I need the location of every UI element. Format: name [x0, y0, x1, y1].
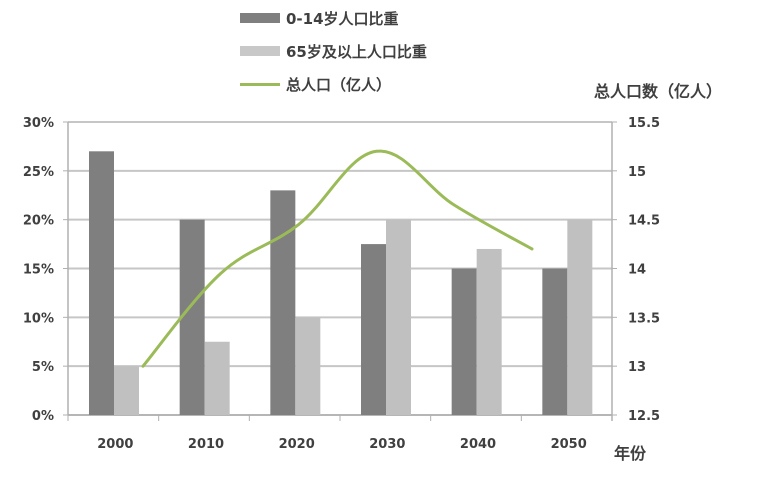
x-tick-label: 2030 [369, 437, 405, 452]
legend-label: 0-14岁人口比重 [286, 9, 399, 28]
x-tick-label: 2040 [460, 437, 496, 452]
x-tick-label: 2010 [188, 437, 224, 452]
bar-0-14 [542, 268, 568, 415]
bar-65plus [386, 219, 411, 415]
right-tick-label: 14 [628, 263, 646, 278]
bar-0-14 [270, 190, 296, 415]
x-axis-title: 年份 [614, 444, 647, 463]
legend-label: 总人口（亿人） [286, 75, 392, 94]
dark-bar-swatch-icon [240, 13, 280, 23]
right-tick-label: 13.5 [628, 311, 660, 326]
right-tick-label: 13 [628, 360, 646, 375]
left-tick-label: 0% [32, 409, 54, 424]
left-tick-label: 25% [23, 165, 54, 180]
right-tick-label: 15.5 [628, 116, 660, 131]
right-tick-label: 14.5 [628, 214, 660, 229]
bar-0-14 [179, 219, 205, 415]
left-tick-label: 5% [32, 360, 54, 375]
total-population-line [141, 149, 534, 368]
bar-0-14 [361, 244, 386, 415]
bar-0-14 [451, 268, 477, 415]
right-tick-label: 12.5 [628, 409, 660, 424]
light-bar-swatch-icon [240, 46, 280, 56]
x-tick-label: 2000 [97, 437, 133, 452]
x-tick-label: 2020 [279, 437, 315, 452]
bar-65plus [204, 341, 230, 415]
right-tick-label: 15 [628, 165, 646, 180]
left-tick-label: 10% [23, 311, 54, 326]
x-tick-label: 2050 [551, 437, 587, 452]
legend-label: 65岁及以上人口比重 [286, 42, 427, 61]
bar-65plus [114, 366, 139, 415]
right-axis-title: 总人口数（亿人） [594, 82, 723, 101]
legend-item-65plus: 65岁及以上人口比重 [240, 39, 427, 63]
line-swatch-icon [240, 82, 280, 86]
left-tick-label: 20% [23, 214, 54, 229]
legend-item-0-14: 0-14岁人口比重 [240, 6, 399, 30]
bar-0-14 [89, 151, 114, 416]
left-tick-label: 15% [23, 263, 54, 278]
left-tick-label: 30% [23, 116, 54, 131]
bar-65plus [295, 317, 321, 415]
legend-item-total: 总人口（亿人） [240, 72, 391, 96]
bar-65plus [567, 219, 593, 415]
bar-65plus [476, 248, 502, 415]
